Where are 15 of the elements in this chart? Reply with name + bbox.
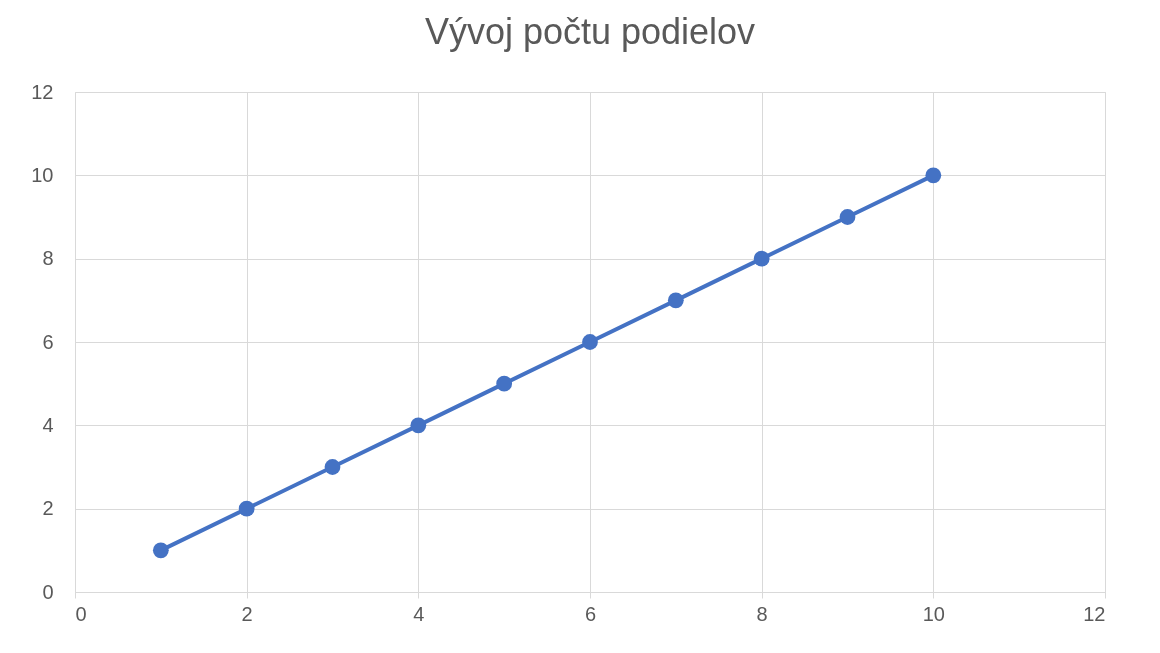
- y-tick-label: 6: [42, 330, 54, 353]
- x-tick-label: 12: [1083, 602, 1106, 625]
- x-tick-label: 2: [241, 602, 253, 625]
- x-tick-label: 8: [756, 602, 768, 625]
- y-tick-label: 2: [42, 497, 54, 520]
- y-tick-label: 8: [42, 247, 54, 270]
- x-tick-label: 4: [413, 602, 425, 625]
- y-tick-label: 4: [42, 413, 54, 436]
- y-tick-label: 12: [31, 80, 54, 103]
- y-tick-label: 10: [31, 163, 54, 186]
- chart-title: Vývoj počtu podielov: [424, 11, 756, 52]
- x-tick-label: 6: [584, 602, 597, 625]
- x-tick-label: 0: [75, 602, 87, 625]
- x-tick-label: 10: [922, 602, 945, 625]
- y-tick-label: 0: [42, 580, 54, 603]
